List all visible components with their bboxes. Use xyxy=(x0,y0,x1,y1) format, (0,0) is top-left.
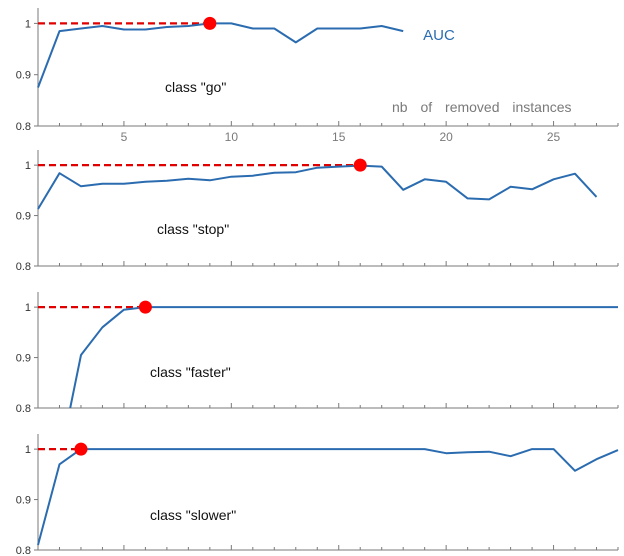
auc-line xyxy=(37,448,619,546)
class-annotation: class "faster" xyxy=(150,364,231,380)
panel-3: 0.8 0.9 1 class "faster" xyxy=(16,292,619,415)
x-tick-label: 10 xyxy=(225,130,239,144)
auc-line xyxy=(69,306,618,409)
selected-point-marker xyxy=(203,16,217,30)
x-tick-label: 25 xyxy=(547,130,561,144)
y-tick-label: 0.9 xyxy=(16,70,31,82)
y-tick-label: 0.8 xyxy=(16,261,31,273)
class-annotation: class "slower" xyxy=(150,507,236,523)
class-annotation: class "stop" xyxy=(157,221,229,237)
y-tick-label: 1 xyxy=(25,160,31,172)
class-annotation: class "go" xyxy=(165,79,226,95)
x-tick-label: 20 xyxy=(439,130,453,144)
y-tick-label: 1 xyxy=(25,444,31,456)
y-tick-label: 0.9 xyxy=(16,353,31,365)
y-tick-label: 0.9 xyxy=(16,211,31,223)
selected-point-marker xyxy=(74,442,88,456)
y-tick-label: 0.8 xyxy=(16,545,31,556)
y-tick-label: 1 xyxy=(25,18,31,30)
auc-line xyxy=(37,22,404,88)
y-tick-label: 0.8 xyxy=(16,403,31,415)
y-tick-label: 0.9 xyxy=(16,495,31,507)
selected-point-marker xyxy=(138,300,152,314)
y-tick-label: 1 xyxy=(25,302,31,314)
x-tick-label: 5 xyxy=(121,130,128,144)
panel-2: 0.8 0.9 1 class "stop" xyxy=(16,150,619,273)
auc-line xyxy=(37,164,598,210)
x-axis-label: nb of removed instances xyxy=(392,99,572,115)
x-tick-label: 15 xyxy=(332,130,346,144)
series-label: AUC xyxy=(423,27,455,44)
y-tick-label: 0.8 xyxy=(16,121,31,133)
panel-4: 0.8 0.9 1 class "slower" xyxy=(16,434,619,556)
selected-point-marker xyxy=(353,158,367,172)
